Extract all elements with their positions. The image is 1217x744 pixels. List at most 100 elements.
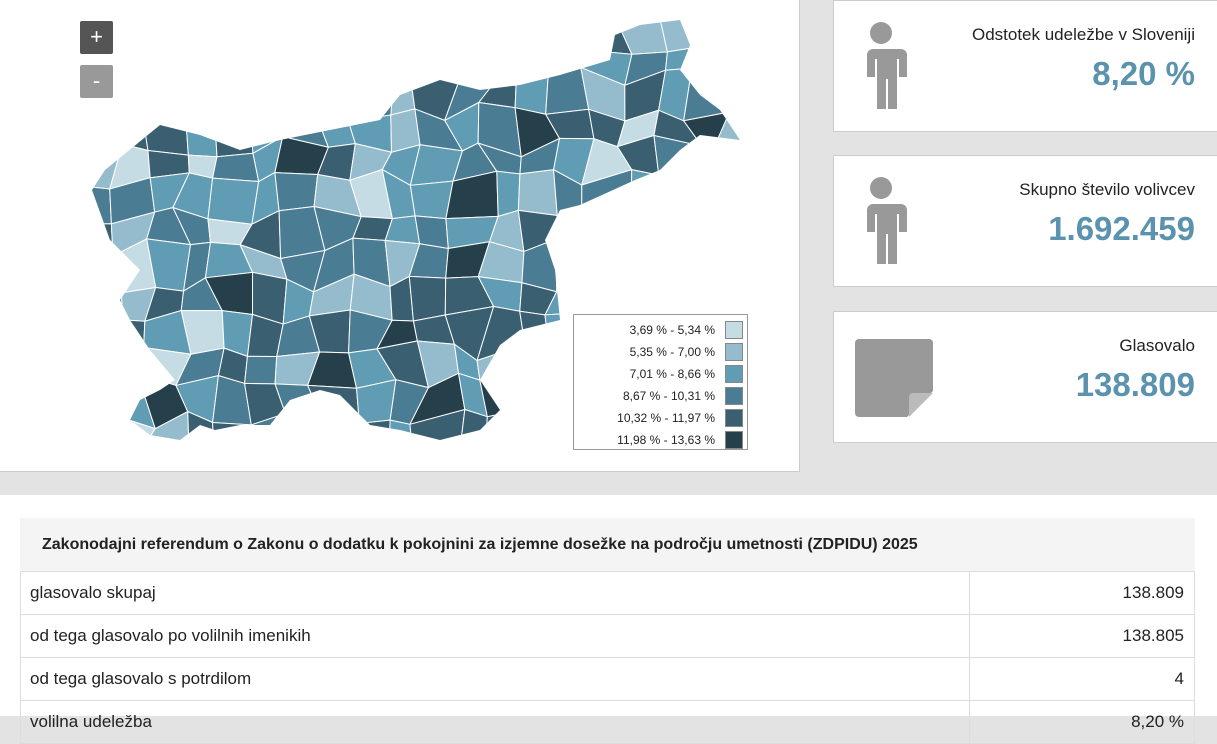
map-region	[108, 343, 145, 397]
legend-label: 7,01 % - 8,66 %	[629, 367, 715, 381]
map-region	[687, 173, 732, 213]
map-region	[272, 76, 321, 119]
map-region	[244, 355, 278, 385]
legend-swatch	[725, 431, 743, 449]
map-region	[92, 184, 112, 225]
card-value: 8,20 %	[1092, 55, 1195, 92]
map-region	[555, 238, 582, 293]
map-region	[92, 343, 125, 396]
map-region	[213, 75, 251, 111]
map-region	[516, 20, 563, 39]
map-region	[682, 243, 726, 281]
legend-entry: 10,32 % - 11,97 %	[574, 407, 747, 429]
table-row: volilna udeležba 8,20 %	[20, 701, 1195, 744]
zoom-in-button[interactable]: +	[80, 21, 113, 54]
map-region	[217, 20, 246, 49]
map-region	[355, 20, 397, 48]
map-region	[716, 179, 740, 225]
map-region	[92, 255, 123, 294]
map-region	[496, 170, 521, 218]
row-value: 8,20 %	[1131, 712, 1184, 731]
map-region	[137, 410, 191, 440]
map-region	[172, 20, 223, 48]
map-region	[630, 169, 660, 220]
map-region	[479, 379, 523, 418]
map-region	[107, 37, 148, 89]
legend-swatch	[725, 343, 743, 361]
map-region	[343, 72, 396, 123]
map-region	[683, 455, 736, 472]
row-label: glasovalo skupaj	[21, 572, 970, 614]
zoom-out-button[interactable]: -	[80, 65, 113, 98]
map-region	[142, 37, 185, 89]
results-table: Zakonodajni referendum o Zakonu o dodatk…	[20, 518, 1195, 744]
map-region	[480, 455, 524, 472]
map-region	[217, 37, 243, 90]
map-region	[282, 20, 319, 43]
legend-entry: 3,69 % - 5,34 %	[574, 319, 747, 341]
card-label: Glasovalo	[1119, 336, 1195, 355]
map-region	[409, 408, 466, 440]
map-region	[284, 412, 326, 440]
map-region	[316, 76, 350, 123]
map-region	[92, 223, 114, 258]
map-region	[211, 152, 260, 183]
card-icon	[855, 21, 907, 116]
map-region	[213, 102, 254, 158]
map	[71, 20, 740, 472]
map-region	[71, 452, 118, 472]
legend-label: 3,69 % - 5,34 %	[629, 323, 715, 337]
map-region	[282, 34, 321, 87]
map-region	[341, 419, 391, 440]
map-region	[413, 458, 458, 472]
map-region	[386, 20, 420, 45]
map-region	[390, 69, 416, 116]
map-region	[717, 20, 740, 42]
map-region	[649, 238, 684, 279]
legend-label: 11,98 % - 13,63 %	[617, 433, 715, 447]
map-region	[518, 409, 566, 440]
map-region	[514, 66, 550, 115]
map-region	[170, 74, 219, 104]
map-region	[520, 457, 564, 472]
map-region	[170, 41, 223, 78]
map-region	[716, 205, 740, 257]
map-region	[557, 457, 596, 472]
map-region	[306, 384, 360, 425]
map-region	[622, 214, 662, 240]
map-region	[720, 74, 740, 117]
map-region	[274, 172, 319, 212]
map-region	[92, 315, 124, 358]
card-value: 1.692.459	[1048, 210, 1195, 247]
row-label: volilna udeležba	[21, 701, 970, 743]
map-region	[312, 444, 357, 472]
legend-swatch	[725, 365, 743, 383]
row-label: od tega glasovalo po volilnih imenikih	[21, 615, 970, 657]
map-region	[92, 406, 111, 440]
map-region	[307, 41, 357, 86]
map-region	[378, 455, 424, 472]
legend-label: 5,35 % - 7,00 %	[629, 345, 715, 359]
map-region	[343, 39, 397, 86]
map-region	[241, 20, 289, 39]
map-region	[658, 210, 696, 245]
legend-swatch	[725, 387, 743, 405]
map-region	[208, 444, 257, 472]
card-label: Odstotek udeležbe v Sloveniji	[971, 25, 1195, 44]
map-region	[691, 32, 728, 79]
map-region	[653, 134, 703, 176]
map-region	[692, 20, 728, 48]
map-region	[394, 39, 420, 74]
map-region	[240, 34, 284, 90]
stat-card: Skupno število volivcev 1.692.459	[833, 155, 1217, 287]
legend-entry: 11,98 % - 13,63 %	[574, 429, 747, 451]
legend-swatch	[725, 321, 743, 339]
map-region	[311, 422, 361, 440]
row-value: 4	[1174, 669, 1184, 688]
map-region	[92, 270, 124, 321]
stat-card: Odstotek udeležbe v Sloveniji 8,20 %	[833, 0, 1217, 132]
map-region	[578, 236, 624, 280]
map-region	[240, 85, 284, 119]
map-region	[588, 457, 629, 472]
